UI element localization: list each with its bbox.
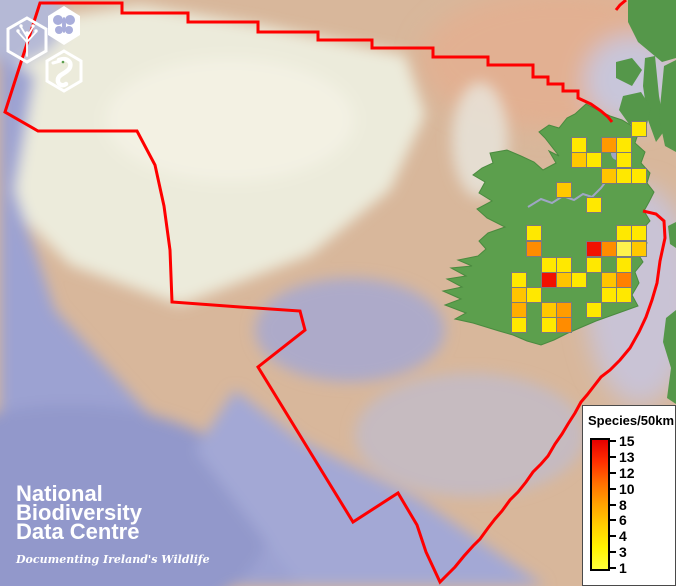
legend-tick-label: 1 bbox=[619, 560, 627, 576]
grid-square[interactable] bbox=[556, 302, 572, 318]
grid-square[interactable] bbox=[541, 272, 557, 288]
scotland-island bbox=[619, 92, 651, 128]
legend-colorbar bbox=[590, 438, 610, 571]
legend-tick-label: 10 bbox=[619, 480, 635, 497]
shannon-erne-river bbox=[527, 179, 608, 208]
grid-square[interactable] bbox=[601, 137, 617, 153]
legend: Species/50km 15 13 12 10 8 6 4 3 1 bbox=[582, 405, 676, 586]
tick-mark bbox=[610, 487, 616, 490]
logo-line-3: Data Centre bbox=[16, 519, 140, 544]
grid-square[interactable] bbox=[586, 302, 602, 318]
legend-tick-label: 6 bbox=[619, 512, 627, 529]
shelf-highlight bbox=[105, 58, 355, 182]
legend-title: Species/50km bbox=[588, 413, 675, 428]
logo-line-1: National bbox=[16, 481, 103, 506]
red-boundary-segment-top bbox=[614, 0, 627, 11]
legend-tick-labels: 15 13 12 10 8 6 4 3 1 bbox=[610, 434, 635, 575]
legend-tick: 3 bbox=[610, 545, 635, 559]
tick-mark bbox=[610, 519, 616, 522]
grid-square[interactable] bbox=[601, 272, 617, 288]
seahorse-hexagon-icon bbox=[45, 49, 83, 93]
scotland-coast bbox=[659, 60, 676, 152]
grid-square[interactable] bbox=[616, 272, 632, 288]
scotland-landmass bbox=[616, 0, 676, 152]
grid-square[interactable] bbox=[571, 137, 587, 153]
legend-tick: 13 bbox=[610, 450, 635, 464]
legend-tick-label: 8 bbox=[619, 496, 627, 513]
grid-square[interactable] bbox=[616, 241, 632, 257]
red-boundary-line bbox=[3, 1, 667, 585]
anglesey-landmass bbox=[668, 222, 676, 248]
scotland-mainland bbox=[628, 0, 676, 62]
grid-square[interactable] bbox=[556, 257, 572, 273]
grid-square[interactable] bbox=[601, 287, 617, 303]
grid-square[interactable] bbox=[586, 241, 602, 257]
grid-square[interactable] bbox=[616, 168, 632, 184]
kintyre-peninsula bbox=[643, 56, 665, 142]
logo-hexagons bbox=[6, 6, 83, 93]
grid-square[interactable] bbox=[511, 302, 527, 318]
grid-square[interactable] bbox=[586, 257, 602, 273]
tick-mark bbox=[610, 455, 616, 458]
grid-square[interactable] bbox=[631, 168, 647, 184]
ocean-tongue bbox=[195, 390, 545, 586]
scotland-island bbox=[616, 58, 642, 86]
grid-square[interactable] bbox=[511, 287, 527, 303]
grid-square[interactable] bbox=[526, 241, 542, 257]
legend-tick-label: 13 bbox=[619, 448, 635, 465]
grid-square[interactable] bbox=[616, 225, 632, 241]
tick-mark bbox=[610, 440, 616, 442]
grid-square[interactable] bbox=[616, 137, 632, 153]
grid-square[interactable] bbox=[556, 272, 572, 288]
legend-tick-label: 12 bbox=[619, 464, 635, 481]
tick-mark bbox=[610, 535, 616, 538]
grid-square[interactable] bbox=[571, 272, 587, 288]
grid-square[interactable] bbox=[586, 152, 602, 168]
tick-mark bbox=[610, 471, 616, 474]
tick-mark bbox=[610, 551, 616, 554]
grid-square[interactable] bbox=[616, 152, 632, 168]
legend-tick-label: 15 bbox=[619, 433, 635, 449]
grid-square[interactable] bbox=[601, 241, 617, 257]
grid-square[interactable] bbox=[631, 241, 647, 257]
grid-square[interactable] bbox=[616, 257, 632, 273]
tick-mark bbox=[610, 503, 616, 506]
legend-tick: 1 bbox=[610, 561, 635, 575]
legend-tick-label: 3 bbox=[619, 544, 627, 561]
mid-ocean-shading bbox=[255, 278, 445, 382]
legend-tick: 12 bbox=[610, 466, 635, 480]
grid-square[interactable] bbox=[511, 317, 527, 333]
tick-mark bbox=[610, 567, 616, 569]
grid-square[interactable] bbox=[556, 317, 572, 333]
grid-square[interactable] bbox=[541, 317, 557, 333]
legend-tick: 10 bbox=[610, 482, 635, 496]
grid-square[interactable] bbox=[541, 302, 557, 318]
legend-tick: 15 bbox=[610, 434, 635, 448]
grid-square[interactable] bbox=[631, 121, 647, 137]
wales-landmass bbox=[663, 310, 676, 404]
grid-square[interactable] bbox=[571, 152, 587, 168]
shelf-break-transition bbox=[355, 373, 585, 497]
grid-square[interactable] bbox=[526, 287, 542, 303]
legend-tick: 8 bbox=[610, 498, 635, 512]
grid-square[interactable] bbox=[586, 197, 602, 213]
grid-square[interactable] bbox=[511, 272, 527, 288]
grid-square[interactable] bbox=[616, 287, 632, 303]
logo-line-2: Biodiversity bbox=[16, 500, 142, 525]
legend-tick: 4 bbox=[610, 529, 635, 543]
grid-square[interactable] bbox=[556, 182, 572, 198]
nbdc-logo: National Biodiversity Data Centre Docume… bbox=[16, 481, 210, 567]
plant-hexagon-icon bbox=[6, 16, 48, 64]
grid-square[interactable] bbox=[601, 168, 617, 184]
legend-tick: 6 bbox=[610, 513, 635, 527]
legend-tick-label: 4 bbox=[619, 528, 627, 545]
grid-square[interactable] bbox=[631, 225, 647, 241]
grid-square[interactable] bbox=[526, 225, 542, 241]
logo-tagline: Documenting Ireland's Wildlife bbox=[16, 553, 210, 566]
butterfly-hexagon-icon bbox=[48, 6, 80, 45]
grid-square[interactable] bbox=[541, 257, 557, 273]
